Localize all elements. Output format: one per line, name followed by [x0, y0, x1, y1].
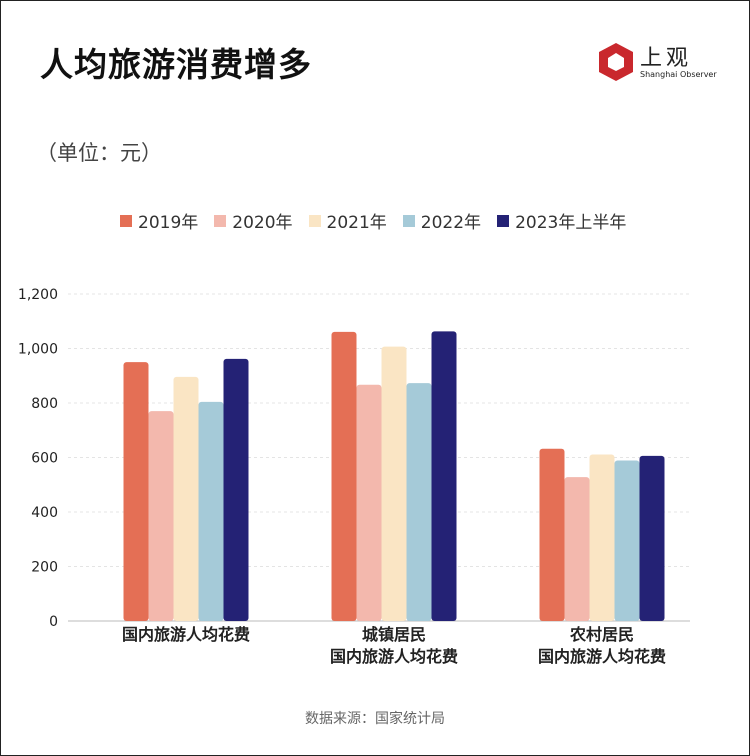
- x-category-label: 城镇居民: [362, 625, 426, 644]
- y-tick-label: 600: [31, 451, 58, 467]
- x-category-label: 国内旅游人均花费: [122, 625, 250, 644]
- y-tick-label: 400: [31, 505, 58, 521]
- bar-2023年上半年-0: [223, 358, 249, 621]
- y-tick-label: 1,000: [18, 342, 58, 358]
- legend: 2019年 2020年 2021年 2022年 2023年上半年: [120, 208, 626, 233]
- bar-2021年-0: [173, 376, 199, 621]
- legend-swatch: [402, 214, 415, 227]
- y-tick-label: 0: [49, 614, 58, 630]
- legend-swatch: [120, 214, 132, 227]
- bar-2019年-1: [331, 331, 357, 621]
- legend-label: 2021年: [326, 213, 387, 233]
- bar-2021年-1: [381, 346, 407, 621]
- bar-2022年-1: [406, 383, 432, 621]
- logo: 上观 Shanghai Observer: [596, 42, 717, 86]
- legend-item: 2021年: [308, 208, 387, 233]
- bar-2020年-1: [356, 384, 382, 621]
- bar-2020年-2: [564, 477, 590, 621]
- bar-2022年-2: [614, 460, 640, 621]
- legend-item: 2020年: [214, 208, 293, 233]
- bar-2019年-2: [539, 448, 565, 621]
- bar-2021年-2: [589, 454, 615, 621]
- bar-2020年-0: [148, 411, 174, 621]
- y-tick-label: 200: [31, 560, 58, 576]
- bar-2022年-0: [198, 401, 224, 621]
- logo-cn: 上观: [640, 46, 693, 71]
- legend-swatch: [214, 214, 227, 227]
- logo-en: Shanghai Observer: [640, 70, 717, 79]
- legend-label: 2019年: [138, 213, 199, 233]
- x-category-label: 国内旅游人均花费: [330, 647, 458, 666]
- bar-2023年上半年-1: [431, 331, 457, 621]
- legend-label: 2023年上半年: [515, 213, 627, 233]
- legend-item: 2022年: [402, 208, 482, 233]
- x-category-label: 国内旅游人均花费: [538, 647, 666, 666]
- y-tick-label: 800: [31, 396, 58, 412]
- page-title: 人均旅游消费增多: [40, 45, 312, 84]
- legend-label: 2020年: [232, 213, 293, 233]
- x-category-label: 农村居民: [569, 625, 634, 644]
- bar-2019年-0: [123, 362, 149, 621]
- source-note: 数据来源：国家统计局: [305, 711, 445, 727]
- legend-item: 2023年上半年: [497, 208, 626, 233]
- legend-item: 2019年: [120, 208, 198, 233]
- legend-label: 2022年: [420, 213, 482, 233]
- legend-swatch: [497, 214, 510, 227]
- unit-label: （单位：元）: [36, 141, 162, 165]
- legend-swatch: [308, 214, 321, 227]
- logo-hexagon-icon: [599, 43, 633, 81]
- bar-2023年上半年-2: [639, 455, 665, 621]
- y-tick-label: 1,200: [18, 287, 58, 303]
